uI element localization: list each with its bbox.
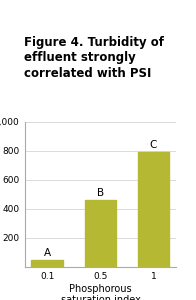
Text: B: B <box>97 188 104 198</box>
X-axis label: Phosphorous
saturation index: Phosphorous saturation index <box>61 284 140 300</box>
Bar <box>31 260 63 267</box>
Text: Figure 4. Turbidity of
effluent strongly
correlated with PSI: Figure 4. Turbidity of effluent strongly… <box>24 36 164 80</box>
Bar <box>138 152 170 267</box>
Bar <box>84 200 116 267</box>
Text: C: C <box>150 140 157 150</box>
Text: A: A <box>44 248 51 258</box>
